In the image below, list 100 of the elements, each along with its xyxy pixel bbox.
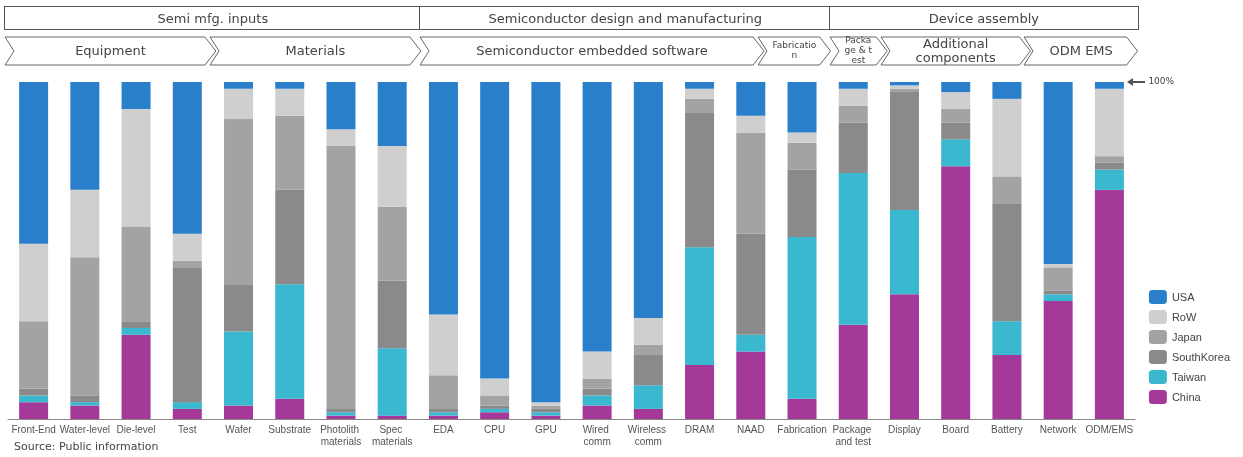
bar <box>736 132 766 234</box>
text: ODM EMS <box>1048 41 1114 60</box>
text: Device assembly <box>828 6 1139 30</box>
text: Fabrication <box>771 39 818 62</box>
legend-label: Taiwan <box>1171 371 1207 383</box>
bar <box>838 324 868 419</box>
bar <box>326 129 356 147</box>
bar <box>736 351 766 419</box>
bar <box>582 405 612 419</box>
bar <box>787 132 817 143</box>
bar <box>377 280 407 349</box>
bar <box>838 88 868 106</box>
bar <box>992 203 1022 322</box>
x-tick-label: Spec materials <box>371 423 413 447</box>
bar <box>377 146 407 207</box>
bar <box>1094 88 1124 157</box>
text: Package & test <box>843 35 874 66</box>
bar <box>633 408 663 419</box>
bar <box>889 210 919 295</box>
bar <box>633 385 663 409</box>
bar <box>633 344 663 355</box>
x-tick-label: Battery <box>991 423 1023 435</box>
bar <box>275 115 305 190</box>
bar <box>1043 267 1073 291</box>
bar <box>224 405 254 419</box>
bar <box>19 82 49 244</box>
bar <box>633 82 663 318</box>
bar <box>121 334 151 419</box>
text: Materials <box>284 41 347 60</box>
x-tick-label: Wired comm <box>582 423 612 447</box>
bar <box>70 82 100 190</box>
x-tick-label: GPU <box>535 423 557 435</box>
legend-label: SouthKorea <box>1171 351 1231 363</box>
bar <box>224 284 254 332</box>
x-tick-label: EDA <box>433 423 455 435</box>
bar <box>736 82 766 116</box>
bar <box>1043 294 1073 302</box>
bar <box>992 98 1022 177</box>
bar <box>377 82 407 147</box>
bar <box>19 321 49 389</box>
bar <box>326 146 356 409</box>
x-tick-label: Wafer <box>225 423 253 435</box>
bar <box>992 176 1022 204</box>
bar <box>19 402 49 419</box>
bar <box>1043 301 1073 419</box>
bar <box>480 378 510 396</box>
x-tick-label: ODM/EMS <box>1085 423 1134 435</box>
x-tick-label: Network <box>1039 423 1078 435</box>
bar <box>787 398 817 419</box>
text: 100% <box>1148 76 1175 86</box>
bar <box>275 189 305 285</box>
text: Semi mfg. inputs <box>4 6 422 30</box>
source-note: Source: Public information <box>14 440 159 453</box>
bar <box>224 82 254 89</box>
bar <box>70 257 100 396</box>
x-tick-label: NAAD <box>736 423 765 435</box>
bar <box>275 82 305 89</box>
legend-label: China <box>1171 391 1202 403</box>
bar <box>121 328 151 335</box>
text: Equipment <box>74 41 147 60</box>
bar <box>275 398 305 419</box>
x-tick-label: Water-level <box>59 423 110 435</box>
bar <box>480 395 510 406</box>
bar <box>121 82 151 109</box>
bar <box>992 82 1022 99</box>
bar <box>172 233 202 261</box>
bar <box>685 82 715 89</box>
bar <box>19 395 49 403</box>
bar <box>941 108 971 123</box>
bar <box>172 402 202 409</box>
bar <box>224 88 254 120</box>
bar <box>1094 169 1124 190</box>
bar <box>70 405 100 419</box>
bar <box>685 112 715 248</box>
bar <box>736 233 766 335</box>
bar <box>70 395 100 403</box>
bar <box>582 378 612 389</box>
bar <box>275 88 305 116</box>
x-tick-label: Board <box>942 423 970 435</box>
bar <box>1043 82 1073 264</box>
bar <box>838 82 868 89</box>
x-tick-label: DRAM <box>684 423 715 435</box>
x-tick-label: Fabrication <box>777 423 827 435</box>
text: Additional components <box>914 35 997 66</box>
bar <box>787 169 817 238</box>
bar <box>480 412 510 419</box>
x-tick-label: Front-End <box>11 423 56 435</box>
bar <box>685 98 715 113</box>
bar <box>172 408 202 419</box>
bar <box>736 115 766 133</box>
bar <box>172 82 202 234</box>
bar <box>685 88 715 99</box>
bar <box>736 334 766 352</box>
bar <box>19 243 49 322</box>
bar <box>531 82 561 403</box>
bar <box>582 395 612 406</box>
bar <box>582 351 612 379</box>
bar <box>428 82 458 315</box>
bar <box>992 354 1022 419</box>
x-tick-label: Package and test <box>832 423 875 447</box>
